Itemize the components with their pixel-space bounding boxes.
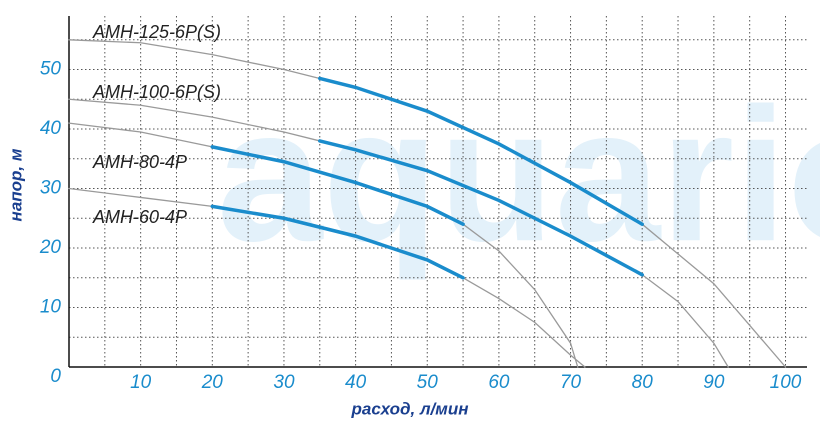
x-tick-label: 20 [201, 372, 224, 393]
x-tick-label: 60 [488, 372, 510, 393]
watermark: aquario [217, 69, 820, 281]
x-tick-label: 90 [703, 372, 725, 393]
series-label: АМН-80-4Р [92, 152, 187, 172]
y-tick-label: 30 [40, 178, 62, 199]
x-tick-label: 10 [130, 372, 152, 393]
x-axis-title: расход, л/мин [351, 399, 469, 418]
y-axis-title: напор, м [6, 148, 25, 221]
work-range [318, 139, 644, 277]
x-tick-label: 40 [345, 372, 367, 393]
work-range [210, 204, 465, 280]
y-tick-label: 0 [50, 366, 61, 387]
y-tick-label: 40 [40, 118, 62, 139]
y-tick-label: 50 [40, 59, 62, 80]
x-tick-label: 50 [417, 372, 439, 393]
y-tick-label: 20 [39, 237, 62, 258]
x-tick-label: 100 [770, 372, 802, 393]
x-tick-label: 70 [560, 372, 582, 393]
work-range [210, 145, 465, 226]
series-label: АМН-60-4Р [92, 207, 187, 227]
series-label: АМН-100-6Р(S) [92, 82, 221, 102]
plot-area: 10 20 30 40 50 60 70 80 90 100 0 10 20 30 40 50 АМН-125-… [39, 16, 807, 393]
work-range [318, 76, 644, 226]
x-tick-label: 80 [632, 372, 654, 393]
y-tick-label: 10 [40, 297, 62, 318]
series-label: АМН-125-6Р(S) [92, 22, 221, 42]
x-tick-label: 30 [273, 372, 295, 393]
